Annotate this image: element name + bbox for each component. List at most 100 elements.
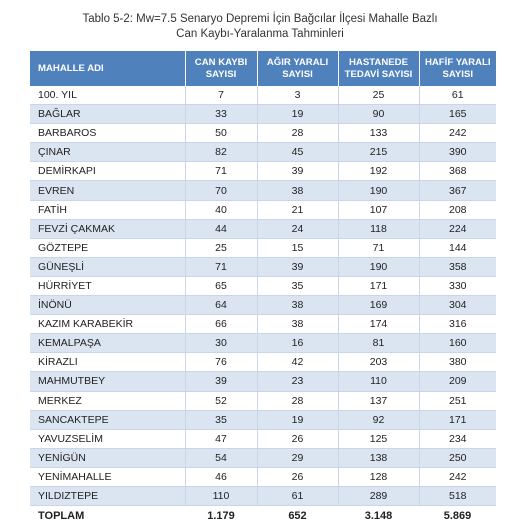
agir-yarali-cell: 38	[256, 314, 338, 335]
agir-yarali-cell: 45	[256, 142, 338, 163]
mahalle-cell: KAZIM KARABEKİR	[30, 314, 185, 335]
table-row: FATİH 40 21 107 208	[30, 200, 496, 220]
agir-yarali-cell: 42	[256, 352, 338, 373]
table-row: ÇINAR 82 45 215 390	[30, 142, 496, 163]
hastanede-cell: 118	[337, 219, 419, 239]
mahalle-cell: GÜNEŞLİ	[30, 257, 185, 277]
agir-yarali-cell: 29	[256, 448, 338, 468]
hafif-yarali-cell: 171	[418, 410, 496, 430]
can-kaybi-cell: 7	[184, 86, 257, 106]
agir-yarali-cell: 19	[256, 410, 338, 430]
hafif-yarali-cell: 330	[418, 276, 496, 297]
can-kaybi-cell: 65	[184, 276, 257, 297]
hafif-yarali-cell: 358	[418, 257, 496, 277]
hastanede-cell: 137	[337, 391, 419, 411]
agir-yarali-cell: 28	[256, 391, 338, 411]
can-kaybi-cell: 110	[184, 486, 257, 507]
mahalle-cell: GÖZTEPE	[30, 238, 185, 258]
hafif-yarali-cell: 234	[418, 429, 496, 449]
mahalle-cell: KİRAZLI	[30, 352, 185, 373]
table-row: 100. YIL 7 3 25 61	[30, 86, 496, 106]
hafif-yarali-cell: 224	[418, 219, 496, 239]
header-hastanede-line1: HASTANEDE	[349, 56, 408, 68]
mahalle-cell: DEMİRKAPI	[30, 161, 185, 182]
can-kaybi-cell: 66	[184, 314, 257, 335]
can-kaybi-cell: 40	[184, 200, 257, 220]
casualty-table: MAHALLE ADI CAN KAYBI SAYISI AĞIR YARALI…	[30, 51, 496, 525]
hastanede-cell: 107	[337, 200, 419, 220]
header-hafif-yarali-line2: SAYISI	[442, 68, 474, 80]
agir-yarali-cell: 16	[256, 333, 338, 354]
hastanede-cell: 92	[337, 410, 419, 430]
agir-yarali-cell: 38	[256, 180, 338, 201]
table-row: HÜRRİYET 65 35 171 330	[30, 276, 496, 297]
can-kaybi-cell: 47	[184, 429, 257, 449]
hafif-yarali-cell: 250	[418, 448, 496, 468]
can-kaybi-cell: 25	[184, 238, 257, 258]
hastanede-cell: 192	[337, 161, 419, 182]
can-kaybi-cell: 50	[184, 123, 257, 144]
header-hastanede: HASTANEDE TEDAVİ SAYISI	[337, 51, 419, 86]
hafif-yarali-cell: 242	[418, 467, 496, 487]
table-row: KİRAZLI 76 42 203 380	[30, 352, 496, 373]
header-can-kaybi: CAN KAYBI SAYISI	[184, 51, 257, 86]
hafif-yarali-cell: 304	[418, 295, 496, 316]
table-row: BARBAROS 50 28 133 242	[30, 123, 496, 144]
can-kaybi-cell: 30	[184, 333, 257, 354]
can-kaybi-cell: 33	[184, 104, 257, 125]
hastanede-cell: 190	[337, 180, 419, 201]
table-row: YENİMAHALLE 46 26 128 242	[30, 467, 496, 487]
total-hastanede: 3.148	[338, 505, 419, 525]
can-kaybi-cell: 46	[184, 467, 257, 487]
can-kaybi-cell: 71	[184, 257, 257, 277]
agir-yarali-cell: 35	[256, 276, 338, 297]
agir-yarali-cell: 23	[256, 371, 338, 392]
mahalle-cell: HÜRRİYET	[30, 276, 185, 297]
agir-yarali-cell: 3	[256, 86, 338, 106]
hafif-yarali-cell: 160	[418, 333, 496, 354]
mahalle-cell: YENİMAHALLE	[30, 467, 185, 487]
hafif-yarali-cell: 316	[418, 314, 496, 335]
table-caption: Tablo 5-2: Mw=7.5 Senaryo Depremi İçin B…	[0, 0, 520, 44]
can-kaybi-cell: 76	[184, 352, 257, 373]
mahalle-cell: 100. YIL	[30, 86, 185, 106]
agir-yarali-cell: 26	[256, 467, 338, 487]
header-can-kaybi-line1: CAN KAYBI	[194, 56, 248, 68]
header-hafif-yarali: HAFİF YARALI SAYISI	[418, 51, 496, 86]
agir-yarali-cell: 61	[256, 486, 338, 507]
header-hafif-yarali-line1: HAFİF YARALI	[424, 56, 491, 68]
agir-yarali-cell: 38	[256, 295, 338, 316]
table-row: SANCAKTEPE 35 19 92 171	[30, 410, 496, 430]
agir-yarali-cell: 39	[256, 257, 338, 277]
mahalle-cell: KEMALPAŞA	[30, 333, 185, 354]
table-footer: TOPLAM 1.179 652 3.148 5.869	[30, 505, 496, 525]
can-kaybi-cell: 82	[184, 142, 257, 163]
hastanede-cell: 90	[337, 104, 419, 125]
mahalle-cell: BAĞLAR	[30, 104, 185, 125]
can-kaybi-cell: 64	[184, 295, 257, 316]
table-row: BAĞLAR 33 19 90 165	[30, 104, 496, 125]
header-mahalle: MAHALLE ADI	[30, 51, 185, 86]
can-kaybi-cell: 39	[184, 371, 257, 392]
hafif-yarali-cell: 61	[418, 86, 496, 106]
hafif-yarali-cell: 165	[418, 104, 496, 125]
hafif-yarali-cell: 367	[418, 180, 496, 201]
agir-yarali-cell: 21	[256, 200, 338, 220]
table-row: DEMİRKAPI 71 39 192 368	[30, 161, 496, 182]
header-agir-yarali-line1: AĞIR YARALI	[266, 56, 329, 68]
mahalle-cell: SANCAKTEPE	[30, 410, 185, 430]
hastanede-cell: 171	[337, 276, 419, 297]
hafif-yarali-cell: 209	[418, 371, 496, 392]
hastanede-cell: 71	[337, 238, 419, 258]
agir-yarali-cell: 19	[256, 104, 338, 125]
mahalle-cell: MAHMUTBEY	[30, 371, 185, 392]
hastanede-cell: 81	[337, 333, 419, 354]
hastanede-cell: 110	[337, 371, 419, 392]
hafif-yarali-cell: 251	[418, 391, 496, 411]
hastanede-cell: 138	[337, 448, 419, 468]
mahalle-cell: YAVUZSELİM	[30, 429, 185, 449]
hafif-yarali-cell: 368	[418, 161, 496, 182]
table-row: YAVUZSELİM 47 26 125 234	[30, 429, 496, 449]
caption-line-2: Can Kaybı-Yaralanma Tahminleri	[176, 28, 344, 40]
table-row: MAHMUTBEY 39 23 110 209	[30, 371, 496, 392]
